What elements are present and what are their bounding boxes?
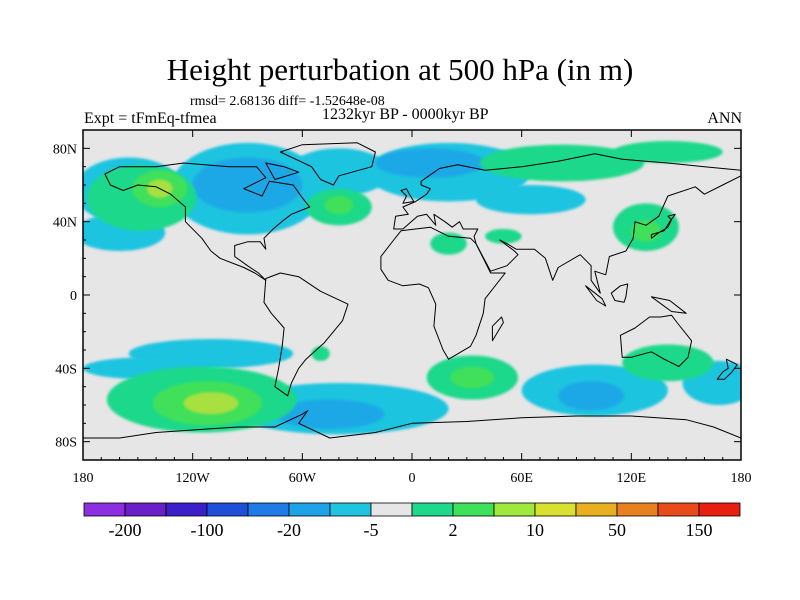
coastlines [83,142,741,439]
y-tick-label: 40N [53,216,77,231]
colorbar-label: -200 [109,520,142,540]
contour-2-region-9 [622,344,714,382]
stats-label: rmsd= 2.68136 diff= -1.52648e-08 [190,94,385,109]
colorbar-swatch [288,502,331,517]
coastline-greenland [279,142,376,186]
colorbar-swatch [657,502,700,517]
coastline-north-america [104,162,311,281]
coastline-africa [380,226,506,360]
contour-2-region-3 [613,141,723,163]
x-tick-label: 120W [176,471,211,486]
experiment-label: Expt = tFmEq-tfmea [84,110,217,127]
contour--20-region-1 [375,148,486,178]
colorbar-swatch [493,502,536,517]
contour-2-region-6 [485,229,522,244]
colorbar-label: 2 [449,520,458,540]
coastline-uk [400,188,415,204]
contour-2-region-5 [430,232,467,255]
colorbar-swatch [124,502,167,517]
contour-50-region-1 [183,392,239,415]
colorbar-swatch [411,502,454,517]
x-tick-label: 180 [73,471,94,486]
colorbar-label: -20 [277,520,301,540]
y-tick-label: 40S [55,362,77,377]
colorbar-swatch [534,502,577,517]
season-label: ANN [707,110,742,127]
coastline-antarctica [83,410,741,439]
colorbar-swatch [698,502,741,517]
colorbar-label: -5 [364,520,379,540]
coastline-south-america [263,272,349,397]
y-tick-label: 80N [53,142,77,157]
coastline-new-guinea [650,296,687,314]
colorbar: -200 -100 -20 -5 2 10 50 150 [83,502,741,540]
colorbar-swatch [575,502,618,517]
contour-10-region-4 [631,219,661,242]
contour-2-region-10 [311,346,330,361]
x-axis: 180 120W 60W 0 60E 120E 180 [73,130,752,486]
contour--5-region-2 [287,148,391,197]
contour-10-region-1 [324,196,354,215]
colorbar-swatch [370,502,413,517]
x-tick-label: 120E [617,471,647,486]
colorbar-swatch [452,502,495,517]
x-tick-label: 60W [289,471,317,486]
coastline-japan [650,213,676,239]
colorbar-swatch [83,502,126,517]
colorbar-label: 50 [608,520,626,540]
colorbar-label: 150 [686,520,713,540]
contour-fields [83,141,741,435]
coastline-new-zealand [716,358,738,380]
contour--20-region-3 [558,381,625,411]
x-tick-label: 0 [409,471,416,486]
colorbar-swatch [247,502,290,517]
coastline-baffin-island [265,162,300,180]
contour-2-region-2 [479,144,645,182]
contour--5-region-4 [475,185,586,215]
colorbar-label: 10 [526,520,544,540]
y-axis: 80N 40N 0 40S 80S [53,142,741,451]
x-tick-label: 60E [510,471,533,486]
coastline-borneo [610,283,629,303]
colorbar-label: -100 [191,520,224,540]
colorbar-swatch [165,502,208,517]
colorbar-swatch [329,502,372,517]
coastline-eurasia [393,153,741,294]
contour--20-region-0 [192,157,303,213]
coastline-australia [619,314,693,367]
coastline-madagascar [491,316,504,342]
coastline-sumatra [585,285,607,307]
contour-10-region-3 [450,366,495,389]
y-tick-label: 80S [55,436,77,451]
period-label: 1232kyr BP - 0000kyr BP [322,106,489,123]
x-tick-label: 180 [731,471,752,486]
y-tick-label: 0 [70,289,77,304]
colorbar-swatch [616,502,659,517]
contour--20-region-2 [274,399,385,429]
plot-title: Height perturbation at 500 hPa (in m) [166,52,634,87]
colorbar-swatch [206,502,249,517]
